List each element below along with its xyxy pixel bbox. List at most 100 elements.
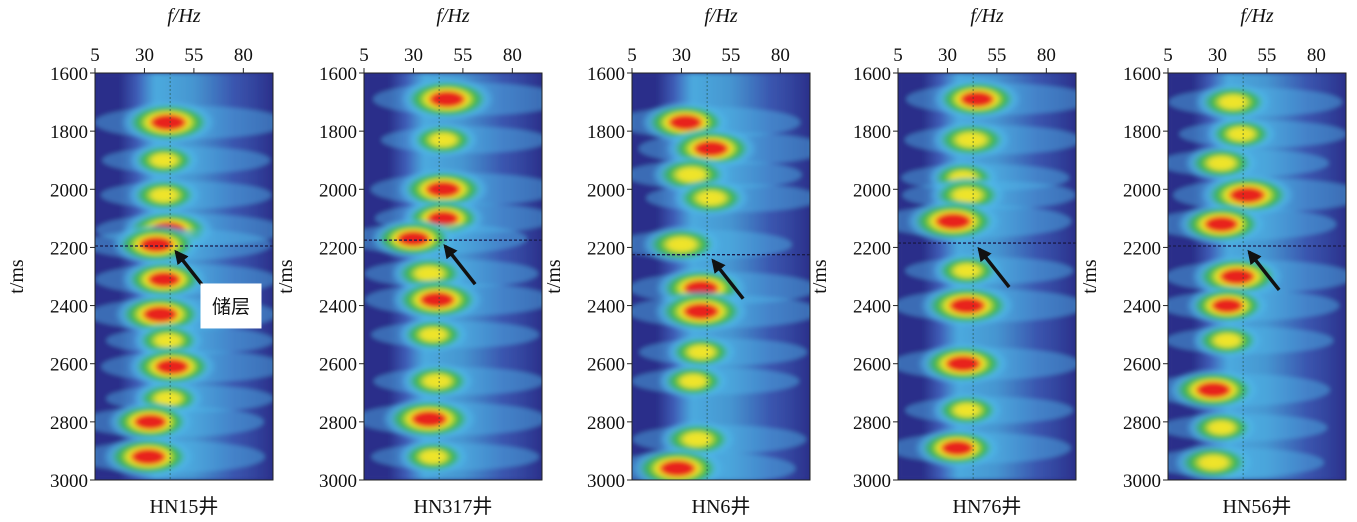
energy-blob	[120, 100, 217, 145]
y-tick-label: 2000	[319, 180, 357, 201]
y-tick-label: 1600	[587, 64, 625, 85]
x-tick-label: 30	[672, 45, 691, 66]
y-tick-label: 2000	[1123, 180, 1161, 201]
x-tick-label: 55	[453, 45, 472, 66]
energy-blob	[396, 167, 490, 211]
energy-blob	[1194, 83, 1273, 122]
reservoir-arrow	[711, 258, 745, 300]
energy-blob	[1183, 144, 1259, 182]
energy-blob	[381, 396, 478, 441]
energy-blob	[390, 278, 484, 322]
panel-1: 5 30 55 80 1600 1800 2000 2200 2400 2600 2800 3000 f…	[275, 5, 543, 518]
x-tick-label: 5	[627, 45, 637, 66]
energy-blob	[905, 199, 1002, 244]
energy-blob	[1185, 285, 1270, 326]
reservoir-label: 储层	[212, 296, 250, 318]
panel-frame	[1167, 72, 1347, 481]
energy-blob	[106, 401, 194, 443]
energy-blob	[653, 289, 750, 334]
y-tick-label: 3000	[853, 471, 891, 492]
panel-frame	[897, 72, 1077, 481]
y-tick-label: 2200	[1123, 238, 1161, 259]
energy-blob	[1185, 409, 1258, 446]
y-tick-label: 2200	[50, 238, 88, 259]
x-tick-label: 30	[938, 45, 957, 66]
x-tick-label: 30	[1208, 45, 1227, 66]
y-tick-label: 2400	[1123, 297, 1161, 318]
energy-blob	[1168, 368, 1260, 412]
y-axis-title: t/ms	[809, 259, 831, 294]
y-tick-label: 2400	[319, 297, 357, 318]
y-tick-label: 1600	[1123, 64, 1161, 85]
energy-blob	[1173, 443, 1254, 480]
x-tick-label: 5	[1163, 45, 1173, 66]
energy-blob	[665, 334, 738, 371]
x-tick-label: 55	[184, 45, 203, 66]
energy-blob	[913, 427, 1001, 469]
energy-blob	[127, 345, 218, 388]
x-tick-label: 55	[1257, 45, 1276, 66]
panel-title: HN56井	[1223, 495, 1292, 518]
energy-blob	[111, 223, 202, 266]
panel-frame	[363, 72, 543, 481]
y-tick-label: 2800	[50, 413, 88, 434]
x-tick-label: 5	[893, 45, 903, 66]
y-tick-label: 2200	[319, 238, 357, 259]
y-tick-label: 1800	[319, 122, 357, 143]
panel-4: 5 30 55 80 1600 1800 2000 2200 2400 2600 2800 3000 f…	[1079, 5, 1347, 518]
x-tick-label: 80	[1037, 45, 1056, 66]
y-tick-label: 3000	[1123, 471, 1161, 492]
energy-blob	[632, 446, 726, 480]
y-axis-title: t/ms	[1079, 259, 1101, 294]
y-tick-label: 2200	[587, 238, 625, 259]
y-tick-label: 3000	[319, 471, 357, 492]
energy-blob	[931, 392, 1004, 429]
x-axis-title: f/Hz	[704, 5, 738, 27]
x-tick-label: 80	[771, 45, 790, 66]
y-tick-label: 1800	[587, 122, 625, 143]
energy-blob	[407, 121, 480, 158]
y-tick-label: 2800	[1123, 413, 1161, 434]
heatmap-content	[95, 73, 273, 480]
y-tick-label: 1800	[853, 122, 891, 143]
reservoir-arrow	[443, 243, 477, 286]
y-tick-label: 2600	[1123, 355, 1161, 376]
energy-blob	[1191, 322, 1264, 359]
energy-blob	[101, 435, 195, 479]
heatmap-content	[632, 73, 810, 480]
panel-3: 5 30 55 80 1600 1800 2000 2200 2400 2600 2800 3000 f…	[809, 5, 1077, 518]
panel-frame	[631, 72, 811, 481]
panel-frame	[94, 72, 274, 481]
heatmap-content	[898, 73, 1076, 480]
energy-blob	[399, 77, 496, 122]
energy-blob	[369, 218, 457, 260]
x-tick-label: 5	[359, 45, 369, 66]
y-tick-label: 2800	[319, 413, 357, 434]
panel-title: HN76井	[953, 495, 1022, 518]
y-tick-label: 2000	[853, 180, 891, 201]
energy-blob	[126, 176, 202, 214]
x-tick-label: 80	[503, 45, 522, 66]
y-axis-title: t/ms	[6, 259, 28, 294]
y-tick-label: 1800	[50, 122, 88, 143]
reservoir-arrow	[977, 246, 1011, 289]
energy-blob	[672, 179, 751, 218]
energy-blob	[399, 362, 475, 400]
y-tick-label: 2600	[587, 355, 625, 376]
heatmap-content	[1168, 73, 1346, 480]
panel-0: 5 30 55 80 1600 1800 2000 2200 2400 2600 2800 3000 f…	[6, 5, 274, 518]
y-tick-label: 3000	[587, 471, 625, 492]
heatmap-content	[364, 73, 542, 480]
x-tick-label: 55	[721, 45, 740, 66]
energy-blob	[120, 258, 208, 300]
x-tick-label: 80	[234, 45, 253, 66]
panel-2: 5 30 55 80 1600 1800 2000 2200 2400 2600 2800 3000 f…	[543, 5, 811, 518]
energy-blob	[657, 363, 730, 400]
x-tick-label: 30	[135, 45, 154, 66]
energy-blob	[919, 283, 1016, 328]
y-axis-title: t/ms	[543, 259, 565, 294]
energy-blob	[931, 252, 1004, 289]
energy-blob	[1205, 116, 1278, 153]
y-tick-label: 2600	[319, 355, 357, 376]
